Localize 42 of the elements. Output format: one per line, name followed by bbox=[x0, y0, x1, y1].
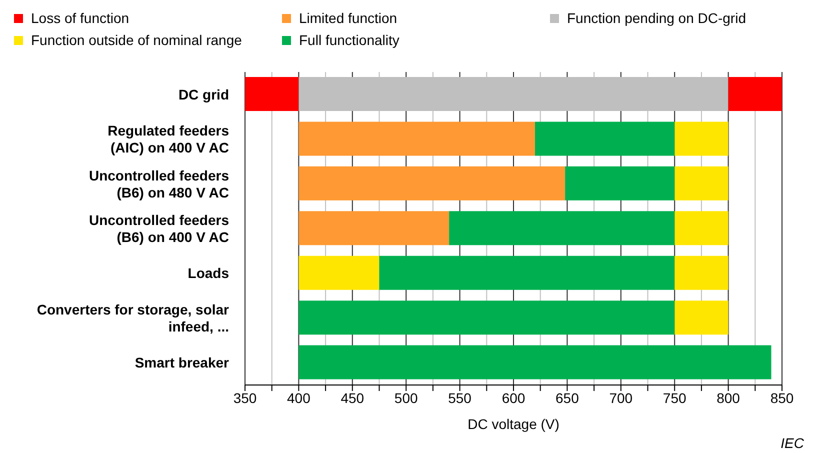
bar bbox=[674, 300, 728, 335]
bar bbox=[298, 300, 675, 335]
legend-label: Loss of function bbox=[31, 10, 130, 26]
bar bbox=[298, 211, 450, 246]
bar bbox=[728, 77, 782, 111]
x-tick-label: 400 bbox=[287, 390, 311, 406]
y-tick-label: Loads bbox=[188, 265, 230, 282]
x-tick-label: 850 bbox=[770, 390, 794, 406]
bar bbox=[298, 166, 566, 200]
y-tick-label: Smart breaker bbox=[134, 354, 230, 371]
bar bbox=[565, 166, 675, 200]
bar bbox=[298, 122, 535, 156]
bar bbox=[534, 122, 675, 156]
x-tick-label: 650 bbox=[556, 390, 580, 406]
y-tick-label: Regulated feeders (AIC) on 400 V AC bbox=[108, 122, 230, 156]
x-tick-label: 750 bbox=[662, 390, 686, 406]
legend-label: Function pending on DC-grid bbox=[567, 10, 746, 26]
y-tick-label: Uncontrolled feeders (B6) on 480 V AC bbox=[88, 167, 230, 200]
bar bbox=[379, 256, 675, 290]
bar bbox=[298, 345, 772, 380]
text: IEC bbox=[780, 435, 804, 451]
bar bbox=[674, 166, 728, 200]
x-axis-title: DC voltage (V) bbox=[468, 416, 560, 432]
x-tick-label: 600 bbox=[502, 390, 526, 406]
legend-label: Limited function bbox=[299, 10, 398, 26]
x-tick-label: 350 bbox=[233, 390, 257, 406]
bar bbox=[674, 256, 728, 290]
x-tick-label: 450 bbox=[340, 390, 364, 406]
y-tick-label: Converters for storage, solar infeed, ... bbox=[36, 301, 230, 334]
bar bbox=[449, 211, 675, 246]
bar bbox=[674, 211, 728, 246]
legend-label: Function outside of nominal range bbox=[31, 32, 242, 48]
bar bbox=[245, 77, 299, 111]
x-tick-label: 500 bbox=[394, 390, 418, 406]
bar bbox=[674, 122, 728, 156]
x-tick-label: 700 bbox=[609, 390, 633, 406]
bar bbox=[298, 256, 380, 290]
x-tick-label: 800 bbox=[716, 390, 740, 406]
x-tick-label: 550 bbox=[448, 390, 472, 406]
legend-label: Full functionality bbox=[299, 32, 400, 48]
y-tick-label: DC grid bbox=[178, 86, 229, 102]
y-tick-label: Uncontrolled feeders (B6) on 400 V AC bbox=[88, 212, 230, 245]
